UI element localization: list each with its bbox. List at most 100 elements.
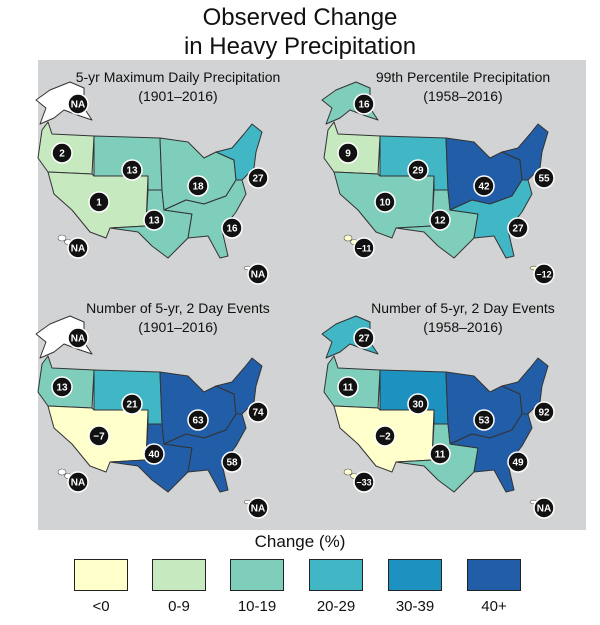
region-southeast: [449, 179, 533, 259]
value-circle-northeast: [533, 401, 555, 423]
value-circle-midwest: [473, 175, 495, 197]
panel-1-map: NA NA 2 1 13 13 18 27 16 NA: [35, 81, 269, 285]
value-label-northern-great-plains: 29: [412, 166, 424, 177]
value-circle-midwest: [187, 409, 209, 431]
value-label-midwest: 63: [192, 416, 204, 427]
panel1-title: 5-yr Maximum Daily Precipitation: [75, 69, 281, 85]
value-circle-southeast: [507, 451, 529, 473]
region-southeast: [449, 413, 533, 493]
value-label-hawaii: −33: [356, 478, 371, 488]
region-northeast: [215, 357, 263, 415]
value-circle-northern-great-plains: [121, 393, 143, 415]
value-label-northwest: 11: [343, 383, 354, 394]
region-northeast: [501, 357, 549, 415]
legend-swatch-10-19: [230, 559, 284, 591]
value-label-southern-great-plains: 13: [148, 216, 160, 227]
panel1-period: (1901–2016): [138, 88, 218, 104]
value-label-southwest: 1: [96, 198, 102, 209]
value-label-northern-great-plains: 13: [126, 166, 138, 177]
legend-label-30-39: 30-39: [395, 598, 435, 615]
legend-swatch-lt0: [74, 559, 128, 591]
value-circle-southwest: [374, 425, 396, 447]
value-circle-southeast: [507, 217, 529, 239]
value-label-northwest: 2: [59, 149, 65, 160]
value-label-midwest: 42: [478, 182, 490, 193]
value-label-southeast: 58: [226, 458, 238, 469]
value-circle-midwest: [473, 409, 495, 431]
legend-label-lt0: <0: [92, 598, 110, 615]
value-circle-hawaii: [353, 237, 375, 259]
value-circle-southwest: [374, 191, 396, 213]
panel3-title: Number of 5-yr, 2 Day Events: [86, 300, 270, 316]
hawaii-island: [57, 234, 67, 242]
value-circle-southeast: [221, 217, 243, 239]
value-label-southwest: 10: [379, 198, 391, 209]
panel3-period: (1901–2016): [138, 319, 218, 335]
hawaii-island: [343, 234, 353, 242]
panel2-title: 99th Percentile Precipitation: [375, 69, 551, 85]
legend-swatch-20-29: [309, 559, 363, 591]
value-label-southwest: −2: [379, 432, 391, 443]
value-circle-northern-great-plains: [407, 393, 429, 415]
value-circle-alaska: [353, 93, 375, 115]
value-circle-caribbean: [533, 263, 555, 285]
value-circle-northwest: [51, 142, 73, 164]
value-circle-southern-great-plains: [429, 443, 451, 465]
value-circle-northwest: [337, 376, 359, 398]
value-circle-hawaii: [353, 471, 375, 493]
value-circle-northeast: [247, 401, 269, 423]
panel-3-map: NA NA 13 −7 21 40 63 74 58 NA: [35, 315, 269, 519]
value-circle-southern-great-plains: [143, 443, 165, 465]
value-label-hawaii: −11: [357, 244, 372, 254]
map-title-line1: Observed Change: [202, 4, 398, 31]
value-circle-southern-great-plains: [143, 209, 165, 231]
panel-2-map: 16 −11 9 10 29 12 42 55 27 −12: [321, 81, 555, 285]
region-southeast: [163, 179, 247, 259]
value-circle-northern-great-plains: [407, 159, 429, 181]
value-label-southern-great-plains: 12: [434, 216, 446, 227]
value-circle-alaska: [67, 327, 89, 349]
hawaii-island: [343, 468, 353, 476]
region-northeast: [215, 123, 263, 181]
value-label-northeast: 74: [252, 408, 264, 419]
region-northeast: [501, 123, 549, 181]
value-label-northeast: 92: [538, 408, 550, 419]
value-label-northwest: 13: [56, 383, 68, 394]
value-circle-caribbean: [533, 497, 555, 519]
value-circle-southwest: [88, 425, 110, 447]
value-label-northern-great-plains: 21: [126, 400, 138, 411]
value-circle-southeast: [221, 451, 243, 473]
value-label-alaska: NA: [71, 100, 85, 111]
legend-label-10-19: 10-19: [237, 598, 277, 615]
value-label-midwest: 53: [478, 416, 490, 427]
value-label-southwest: −7: [93, 432, 105, 443]
value-label-northern-great-plains: 30: [412, 400, 424, 411]
value-label-midwest: 18: [192, 182, 204, 193]
value-label-hawaii: NA: [71, 478, 85, 489]
value-label-caribbean: NA: [251, 504, 265, 515]
value-circle-caribbean: [247, 263, 269, 285]
legend-title: Change (%): [254, 532, 346, 551]
panel2-period: (1958–2016): [423, 88, 503, 104]
value-circle-southern-great-plains: [429, 209, 451, 231]
value-label-southeast: 49: [512, 458, 524, 469]
panel-4-map: 27 −33 11 −2 30 11 53 92 49 NA: [321, 315, 555, 519]
value-label-caribbean: NA: [537, 504, 551, 515]
value-circle-hawaii: [67, 471, 89, 493]
region-southeast: [163, 413, 247, 493]
legend-swatch-30-39: [388, 559, 442, 591]
value-label-southeast: 27: [512, 224, 524, 235]
value-label-southern-great-plains: 40: [148, 450, 160, 461]
value-circle-hawaii: [67, 237, 89, 259]
value-label-southeast: 16: [226, 224, 238, 235]
value-label-northeast: 27: [252, 174, 264, 185]
value-circle-alaska: [67, 93, 89, 115]
value-label-northwest: 9: [345, 149, 351, 160]
legend-label-20-29: 20-29: [316, 598, 356, 615]
map-title-line2: in Heavy Precipitation: [183, 33, 417, 60]
value-label-caribbean: −12: [536, 270, 551, 280]
legend-label-0-9: 0-9: [168, 598, 190, 615]
value-circle-northwest: [337, 142, 359, 164]
legend-swatch-0-9: [152, 559, 206, 591]
